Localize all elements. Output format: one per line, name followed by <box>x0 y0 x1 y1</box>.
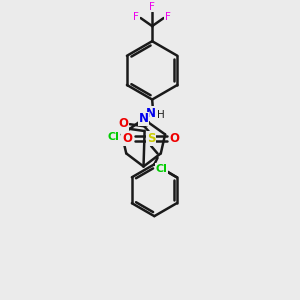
Text: S: S <box>147 132 155 145</box>
Text: Cl: Cl <box>156 164 168 174</box>
Text: F: F <box>149 2 155 12</box>
Text: Cl: Cl <box>107 132 119 142</box>
Text: O: O <box>122 132 132 145</box>
Text: O: O <box>118 117 128 130</box>
Text: F: F <box>134 12 139 22</box>
Text: N: N <box>139 112 148 125</box>
Text: F: F <box>165 12 171 22</box>
Text: H: H <box>157 110 165 120</box>
Text: N: N <box>146 107 156 120</box>
Text: O: O <box>170 132 180 145</box>
